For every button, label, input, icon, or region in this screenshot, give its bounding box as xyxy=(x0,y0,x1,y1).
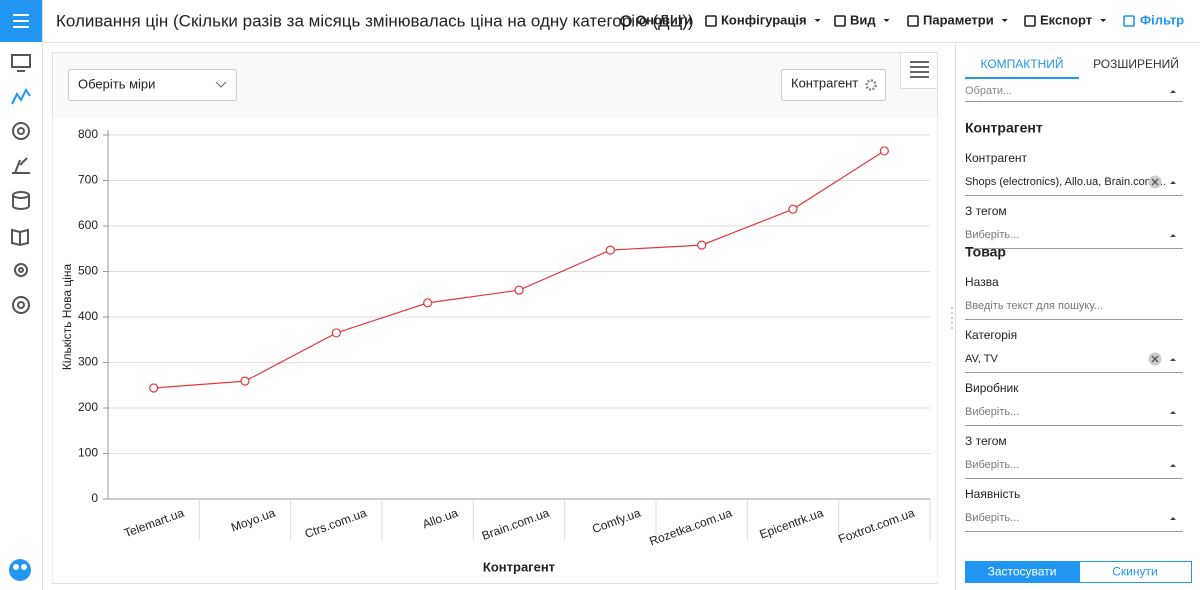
field-value: Обрати... xyxy=(965,85,1012,97)
toolbar-button[interactable]: Фільтр xyxy=(1140,12,1184,27)
field-value[interactable]: Виберіть... xyxy=(965,459,1019,471)
dropdown-caret xyxy=(814,19,821,22)
sidebar xyxy=(0,0,42,590)
toolbar-button[interactable]: Конфігурація xyxy=(721,12,807,27)
field-value[interactable]: Виберіть... xyxy=(965,512,1019,524)
y-tick-label: 800 xyxy=(78,127,98,141)
y-tick-label: 300 xyxy=(78,355,98,369)
grid-view-button[interactable] xyxy=(900,52,938,89)
sidebar-icons[interactable] xyxy=(11,54,31,314)
toolbar-button[interactable]: Параметри xyxy=(923,12,994,27)
select-caret xyxy=(215,81,227,88)
field-value[interactable]: Виберіть... xyxy=(965,229,1019,241)
toolbar-icon xyxy=(705,15,717,27)
toolbar-icon xyxy=(620,15,632,27)
filter-tab[interactable]: РОЗШИРЕНИЙ xyxy=(1093,56,1179,71)
reset-button-text: Скинути xyxy=(1112,565,1157,579)
data-point xyxy=(605,245,615,255)
grid-view-icon xyxy=(910,61,929,78)
toolbar-icon xyxy=(1123,15,1135,27)
y-axis-label: Кількість Нова ціна xyxy=(60,264,74,371)
y-tick-label: 600 xyxy=(78,218,98,232)
section-title: Контрагент xyxy=(965,120,1043,136)
y-tick-label: 700 xyxy=(78,173,98,187)
plot-panel xyxy=(52,118,938,583)
dropdown-caret xyxy=(1170,464,1176,467)
dropdown-caret xyxy=(1170,358,1176,361)
filter-tab[interactable]: КОМПАКТНИЙ xyxy=(980,56,1063,71)
dropdown-caret xyxy=(1170,234,1176,237)
field-label: Наявність xyxy=(965,487,1020,501)
data-point xyxy=(423,298,433,308)
data-point xyxy=(149,383,159,393)
y-tick-label: 400 xyxy=(78,309,98,323)
toolbar-button[interactable]: Експорт xyxy=(1040,12,1092,27)
data-point xyxy=(788,204,798,214)
field-value[interactable]: Введіть текст для пошуку... xyxy=(965,300,1103,312)
gear-icon xyxy=(865,79,877,91)
page-title: Коливання цін (Скільки разів за місяць з… xyxy=(56,11,694,30)
dimension-button[interactable] xyxy=(781,69,886,101)
field-label: Контрагент xyxy=(965,151,1028,165)
toolbar-icon xyxy=(1024,15,1036,27)
dropdown-caret xyxy=(1170,517,1176,520)
section-title: Товар xyxy=(965,244,1006,260)
dropdown-caret xyxy=(1170,411,1176,414)
data-point xyxy=(240,376,250,386)
mascot-eye xyxy=(21,564,27,570)
field-label: Категорія xyxy=(965,328,1017,342)
clear-icon xyxy=(1151,355,1159,363)
dimension-button-text: Контрагент xyxy=(791,75,858,90)
dropdown-caret xyxy=(1170,90,1176,93)
field-label: З тегом xyxy=(965,434,1007,448)
data-point xyxy=(697,240,707,250)
menu-icon xyxy=(13,14,29,28)
field-label: З тегом xyxy=(965,204,1007,218)
reset-button[interactable] xyxy=(1079,561,1192,583)
resize-handle[interactable] xyxy=(951,307,953,329)
measure-select[interactable] xyxy=(68,69,237,101)
y-tick-label: 500 xyxy=(78,264,98,278)
dropdown-caret xyxy=(1001,19,1008,22)
field-value[interactable]: AV, TV xyxy=(965,353,998,365)
clear-icon xyxy=(1151,178,1159,186)
data-point xyxy=(514,285,524,295)
dropdown-caret xyxy=(883,19,890,22)
dropdown-caret xyxy=(1100,19,1107,22)
mascot-icon[interactable] xyxy=(9,559,31,581)
toolbar-icon xyxy=(834,15,846,27)
apply-button[interactable] xyxy=(965,561,1079,583)
y-tick-label: 200 xyxy=(78,400,98,414)
field-value[interactable]: Shops (electronics), Allo.ua, Brain.com.… xyxy=(965,176,1166,188)
dropdown-caret xyxy=(1170,181,1176,184)
y-tick-label: 0 xyxy=(91,491,98,505)
measure-select-text: Оберіть міри xyxy=(78,76,155,91)
mascot-eye xyxy=(13,564,19,570)
data-point xyxy=(331,328,341,338)
y-tick-label: 100 xyxy=(78,446,98,460)
x-axis-label: Контрагент xyxy=(483,559,555,574)
field-value[interactable]: Виберіть... xyxy=(965,406,1019,418)
toolbar-button[interactable]: Вид xyxy=(850,12,876,27)
toolbar-button[interactable]: Оновити xyxy=(636,12,692,27)
toolbar-icon xyxy=(907,15,919,27)
apply-button-text: Застосувати xyxy=(988,565,1057,579)
field-label: Виробник xyxy=(965,381,1019,395)
field-label: Назва xyxy=(965,275,999,289)
data-point xyxy=(879,146,889,156)
